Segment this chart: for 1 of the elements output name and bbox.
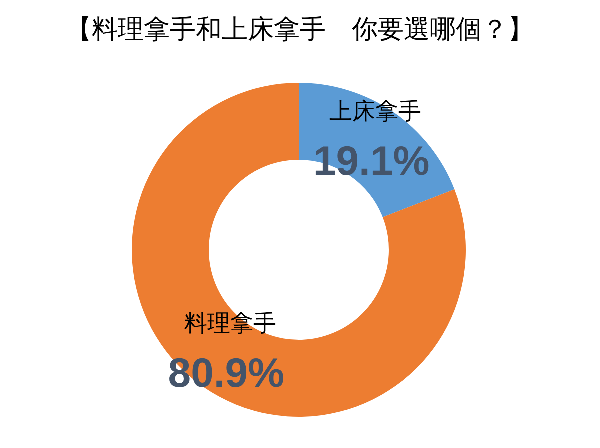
title: 【料理拿手和上床拿手 你要選哪個？】: [66, 15, 534, 45]
